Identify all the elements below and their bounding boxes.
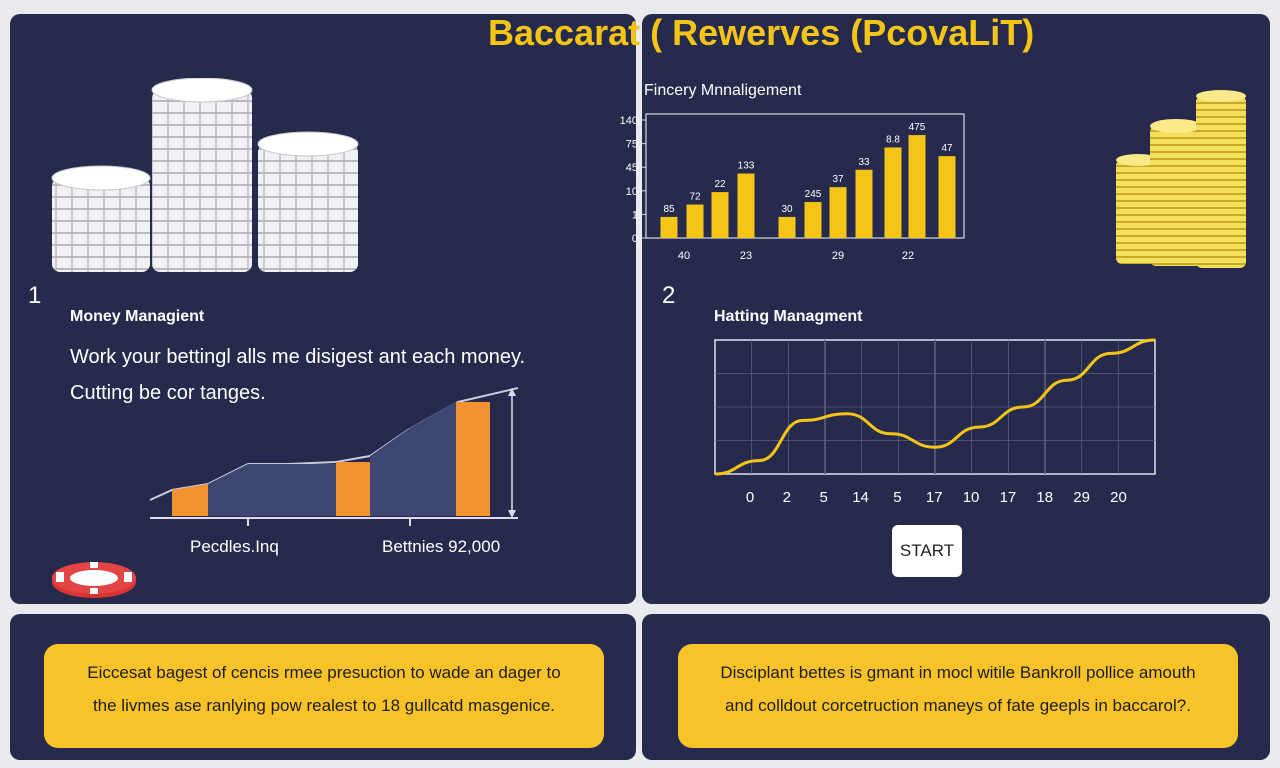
y-tick-label: 75 (626, 139, 638, 151)
bottom-left-text-line2: the livmes ase ranlying pow realest to 1… (92, 696, 556, 715)
x-tick-label: 5 (820, 489, 828, 506)
start-button[interactable]: START (892, 525, 962, 577)
bar-value-label: 85 (663, 204, 675, 215)
bar-value-label: 8.8 (886, 134, 900, 145)
bar (686, 204, 704, 238)
bar (908, 135, 926, 238)
top-chart-title: Fincery Mnnaligement (644, 82, 802, 99)
hatting-line-chart: 0 2 5 14 5 17 10 17 18 29 20 (714, 338, 1156, 506)
section-number-1: 1 (28, 282, 42, 309)
page-title: Baccarat ( Rewerves (PcovaLiT) (488, 12, 1035, 53)
x-tick-label: 29 (1073, 489, 1090, 506)
orange-blue-bar-graphic (149, 387, 519, 526)
y-tick-label: 0 (632, 233, 638, 245)
gold-coins-stack-icon (1116, 90, 1246, 268)
x-tick-label: 2 (783, 489, 791, 506)
y-tick-label: 10 (626, 186, 638, 198)
bar (855, 169, 873, 238)
bar-value-label: 475 (909, 122, 926, 133)
x-tick-label: 22 (902, 250, 914, 262)
x-tick-label: 29 (832, 250, 844, 262)
bar-value-label: 47 (941, 143, 953, 154)
bar-value-label: 22 (714, 179, 726, 190)
panel1-text-line1: Work your bettingl alls me disigest ant … (70, 346, 526, 368)
bar (884, 147, 902, 238)
panel1-text-line2: Cutting be cor tanges. (70, 382, 266, 404)
bar-value-label: 245 (805, 189, 822, 200)
white-chips-stack-icon (51, 78, 359, 272)
bar (829, 187, 847, 238)
y-tick-label: 1 (632, 209, 638, 221)
bottom-right-info-box: Disciplant bettes is gmant in mocl witil… (678, 644, 1238, 748)
x-tick-label: 5 (893, 489, 901, 506)
chart-label-right: Bettnies 92,000 (382, 537, 501, 556)
x-tick-label: 14 (852, 489, 869, 506)
x-tick-label: 17 (926, 489, 943, 506)
x-tick-label: 20 (1110, 489, 1127, 506)
bottom-right-text-line1: Disciplant bettes is gmant in mocl witil… (720, 663, 1196, 682)
bottom-left-info-box: Eiccesat bagest of cencis rmee presuctio… (44, 644, 604, 748)
panel-divider (636, 290, 639, 604)
bottom-right-text-line2: and colldout corcetruction maneys of fat… (725, 696, 1191, 715)
bar-value-label: 37 (832, 174, 844, 185)
x-tick-label: 10 (963, 489, 980, 506)
bar-value-label: 133 (738, 161, 755, 172)
bar (711, 192, 729, 238)
bar (660, 216, 678, 238)
bar-value-label: 30 (781, 204, 793, 215)
x-tick-label: 17 (1000, 489, 1017, 506)
y-tick-label: 45 (626, 162, 638, 174)
top-right-panel (642, 14, 1270, 604)
money-management-heading: Money Managient (70, 308, 205, 325)
x-tick-label: 0 (746, 489, 754, 506)
red-poker-chip-icon (52, 562, 136, 598)
bottom-left-text-line1: Eiccesat bagest of cencis rmee presuctio… (87, 663, 561, 682)
y-tick-label: 140 (620, 115, 638, 127)
bar (804, 202, 822, 238)
x-tick-label: 18 (1036, 489, 1053, 506)
bar (737, 173, 755, 238)
bar-value-label: 33 (858, 157, 870, 168)
x-tick-label: 23 (740, 250, 752, 262)
section-number-2: 2 (662, 282, 676, 309)
bar (938, 156, 956, 238)
bar (778, 216, 796, 238)
bar-value-label: 72 (689, 192, 701, 203)
x-tick-label: 40 (678, 250, 690, 262)
hatting-management-heading: Hatting Managment (714, 308, 863, 325)
line-series (714, 338, 1156, 476)
chart-label-left: Pecdles.Inq (190, 537, 279, 556)
